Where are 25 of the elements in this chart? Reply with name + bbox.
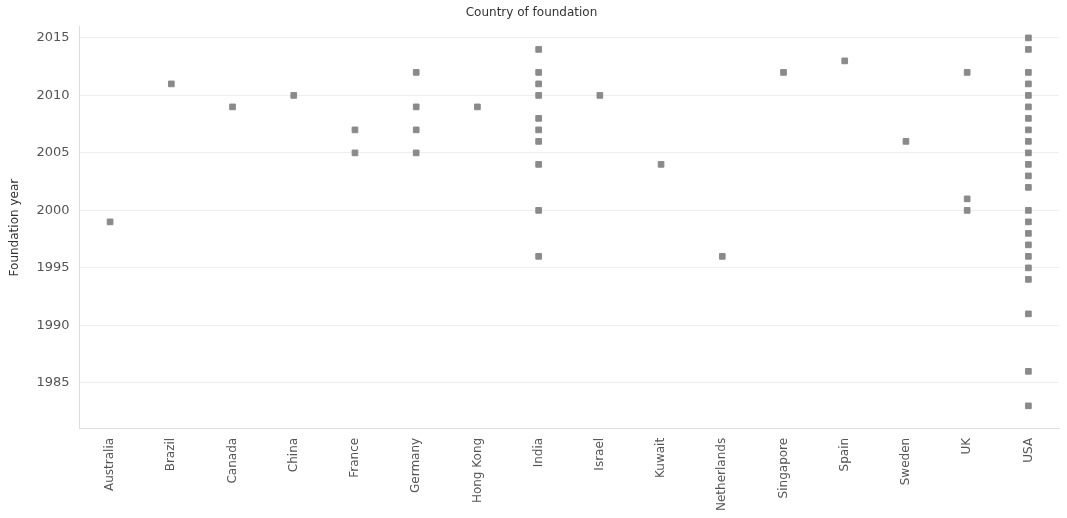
x-tick-label: Kuwait [653, 437, 668, 478]
x-tick-label: Australia [102, 437, 117, 491]
y-tick-label: 2015 [36, 29, 70, 45]
x-tick-label: France [347, 437, 362, 478]
x-tick-label: Singapore [775, 437, 790, 499]
x-tick-label: Israel [591, 437, 606, 471]
x-tick-label: UK [959, 436, 974, 455]
y-tick-label: 1985 [36, 374, 70, 390]
x-tick-label: India [530, 437, 545, 468]
y-tick-label: 2005 [36, 144, 70, 160]
x-tick-label: Germany [408, 437, 423, 494]
x-tick-label: Hong Kong [469, 437, 484, 504]
x-tick-label: USA [1020, 437, 1035, 463]
y-axis-title: Foundation year [7, 178, 22, 277]
y-tick-label: 1995 [36, 259, 70, 275]
y-tick-label: 2010 [36, 86, 70, 102]
x-tick-label: Spain [836, 437, 851, 472]
x-tick-label: Brazil [163, 437, 178, 472]
x-tick-label: China [285, 437, 300, 473]
x-tick-label: Sweden [898, 437, 913, 486]
x-tick-label: Netherlands [714, 437, 729, 512]
y-tick-label: 2000 [36, 201, 70, 217]
chart-title: Country of foundation [465, 5, 598, 20]
y-tick-label: 1990 [36, 316, 70, 332]
x-tick-label: Canada [224, 437, 239, 484]
